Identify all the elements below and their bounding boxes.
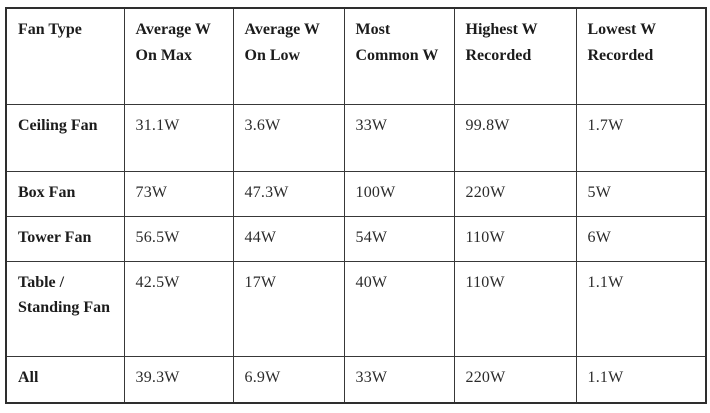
header-cell-most-common-w: Most Common W (343, 7, 455, 105)
table-cell: 54W (343, 215, 455, 262)
header-cell-fan-type: Fan Type (5, 7, 125, 105)
table-row-table-standing-fan: Table / Standing Fan 42.5W 17W 40W 110W … (5, 260, 707, 357)
fan-type-cell: Tower Fan (5, 215, 125, 262)
table-cell: 44W (232, 215, 345, 262)
table-cell: 220W (453, 355, 577, 404)
table-cell: 42.5W (123, 260, 234, 357)
table-cell: 5W (575, 170, 707, 217)
table-cell: 1.7W (575, 103, 707, 172)
table-cell: 17W (232, 260, 345, 357)
fan-type-cell: Table / Standing Fan (5, 260, 125, 357)
table-cell: 220W (453, 170, 577, 217)
table-cell: 73W (123, 170, 234, 217)
table-cell: 56.5W (123, 215, 234, 262)
table-cell: 99.8W (453, 103, 577, 172)
table-cell: 110W (453, 215, 577, 262)
fan-type-cell: Box Fan (5, 170, 125, 217)
table-cell: 1.1W (575, 355, 707, 404)
table-cell: 1.1W (575, 260, 707, 357)
header-cell-lowest-w-recorded: Lowest W Recorded (575, 7, 707, 105)
table-cell: 40W (343, 260, 455, 357)
table-row-ceiling-fan: Ceiling Fan 31.1W 3.6W 33W 99.8W 1.7W (5, 103, 707, 172)
table-cell: 33W (343, 103, 455, 172)
fan-type-cell: Ceiling Fan (5, 103, 125, 172)
fan-type-cell: All (5, 355, 125, 404)
table-cell: 110W (453, 260, 577, 357)
table-cell: 100W (343, 170, 455, 217)
table-row-all: All 39.3W 6.9W 33W 220W 1.1W (5, 355, 707, 404)
header-cell-highest-w-recorded: Highest W Recorded (453, 7, 577, 105)
table-cell: 3.6W (232, 103, 345, 172)
table-cell: 6.9W (232, 355, 345, 404)
table-cell: 33W (343, 355, 455, 404)
fan-wattage-table: Fan Type Average W On Max Average W On L… (5, 7, 707, 404)
header-cell-average-w-on-low: Average W On Low (232, 7, 345, 105)
table-cell: 47.3W (232, 170, 345, 217)
table-row-tower-fan: Tower Fan 56.5W 44W 54W 110W 6W (5, 215, 707, 262)
table-cell: 39.3W (123, 355, 234, 404)
header-cell-average-w-on-max: Average W On Max (123, 7, 234, 105)
table-cell: 31.1W (123, 103, 234, 172)
table-row-box-fan: Box Fan 73W 47.3W 100W 220W 5W (5, 170, 707, 217)
table-cell: 6W (575, 215, 707, 262)
table-header-row: Fan Type Average W On Max Average W On L… (5, 7, 707, 105)
